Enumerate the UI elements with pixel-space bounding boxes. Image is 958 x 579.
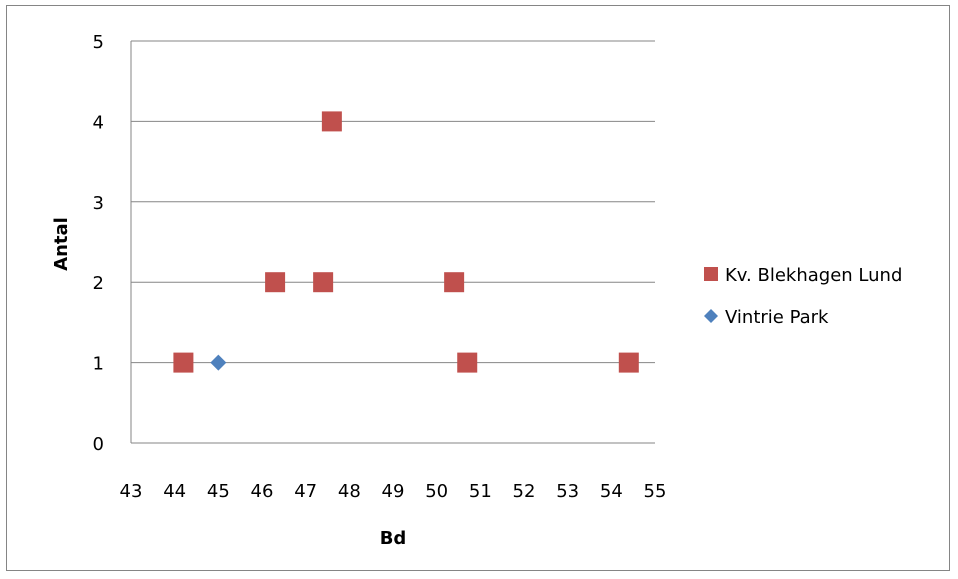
x-tick-label: 55 [644, 481, 667, 502]
x-tick-label: 51 [469, 481, 492, 502]
legend-marker [704, 309, 718, 323]
data-point [173, 352, 194, 373]
legend-label: Vintrie Park [725, 307, 829, 328]
x-tick-label: 49 [382, 481, 405, 502]
x-tick-label: 52 [513, 481, 536, 502]
legend: Kv. Blekhagen Lund Vintrie Park [704, 265, 902, 328]
gridlines [130, 40, 655, 444]
x-tick-label: 50 [425, 481, 448, 502]
y-tick-labels: 0 1 2 3 4 5 [93, 32, 104, 455]
legend-label: Kv. Blekhagen Lund [725, 265, 902, 286]
x-tick-labels: 43 44 45 46 47 48 49 50 51 52 53 54 55 [120, 481, 667, 502]
x-tick-label: 54 [600, 481, 623, 502]
y-tick-label: 3 [93, 193, 104, 214]
y-tick-label: 2 [93, 273, 104, 294]
x-tick-label: 43 [120, 481, 143, 502]
data-points [173, 111, 639, 373]
data-point [210, 354, 227, 371]
legend-marker [704, 267, 718, 281]
data-point [618, 352, 639, 373]
y-tick-label: 4 [93, 112, 104, 133]
data-point [313, 272, 334, 293]
x-tick-label: 45 [207, 481, 230, 502]
y-tick-label: 0 [93, 434, 104, 455]
x-tick-label: 44 [163, 481, 186, 502]
y-tick-label: 1 [93, 354, 104, 375]
x-axis-title: Bd [380, 528, 407, 549]
x-tick-label: 48 [338, 481, 361, 502]
data-point [321, 111, 342, 132]
data-point [265, 272, 286, 293]
x-tick-label: 47 [294, 481, 317, 502]
data-point [444, 272, 465, 293]
y-tick-label: 5 [93, 32, 104, 53]
y-axis-title: Antal [51, 217, 72, 271]
data-point [457, 352, 478, 373]
x-tick-label: 53 [556, 481, 579, 502]
x-tick-label: 46 [251, 481, 274, 502]
